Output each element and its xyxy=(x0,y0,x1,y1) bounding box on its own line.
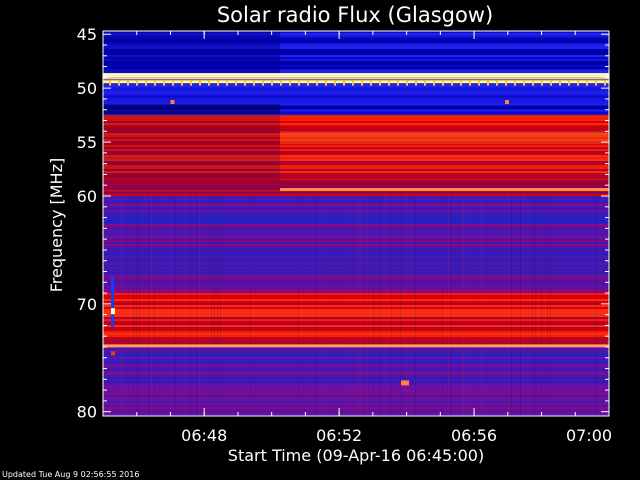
x-axis-label: Start Time (09-Apr-16 06:45:00) xyxy=(228,446,484,465)
y-tick-label: 60 xyxy=(77,187,97,206)
plot-area xyxy=(103,31,609,416)
y-tick-label: 50 xyxy=(77,79,97,98)
band-5 xyxy=(103,196,609,261)
plot-overlay xyxy=(103,80,609,386)
emission-line-1 xyxy=(280,188,609,191)
spot-1 xyxy=(505,100,509,104)
band-dots xyxy=(109,80,606,86)
plot-frame xyxy=(102,30,610,417)
x-tick-label: 06:48 xyxy=(181,426,227,445)
chart-title: Solar radio Flux (Glasgow) xyxy=(217,3,493,27)
band-7 xyxy=(103,293,609,347)
band-0 xyxy=(103,31,609,74)
band-8 xyxy=(103,347,609,416)
pre-event-dark xyxy=(103,31,609,180)
spot-5 xyxy=(111,351,115,356)
x-tick-label: 06:56 xyxy=(451,426,497,445)
spot-3 xyxy=(111,276,114,327)
y-tick-label: 55 xyxy=(77,133,97,152)
spot-0 xyxy=(170,100,175,104)
band-4 xyxy=(103,179,609,196)
emission-line-0 xyxy=(103,80,609,84)
updated-timestamp: Updated Tue Aug 9 02:56:55 2016 xyxy=(2,470,140,479)
spot-2 xyxy=(401,380,409,386)
x-tick-label: 07:00 xyxy=(566,426,612,445)
band-6 xyxy=(103,260,609,294)
y-axis-label: Frequency [MHz] xyxy=(47,158,66,292)
x-tick-label: 06:52 xyxy=(316,426,362,445)
y-axis: 45 50 55 60 70 80 xyxy=(77,25,609,422)
x-axis: 06:48 06:52 06:56 07:00 xyxy=(102,31,612,445)
y-tick-label: 45 xyxy=(77,25,97,44)
y-tick-label: 70 xyxy=(77,295,97,314)
band-3 xyxy=(103,115,609,180)
spot-4 xyxy=(111,308,115,315)
emission-line-2 xyxy=(103,344,609,348)
y-tick-label: 80 xyxy=(77,403,97,422)
band-1 xyxy=(103,73,609,80)
